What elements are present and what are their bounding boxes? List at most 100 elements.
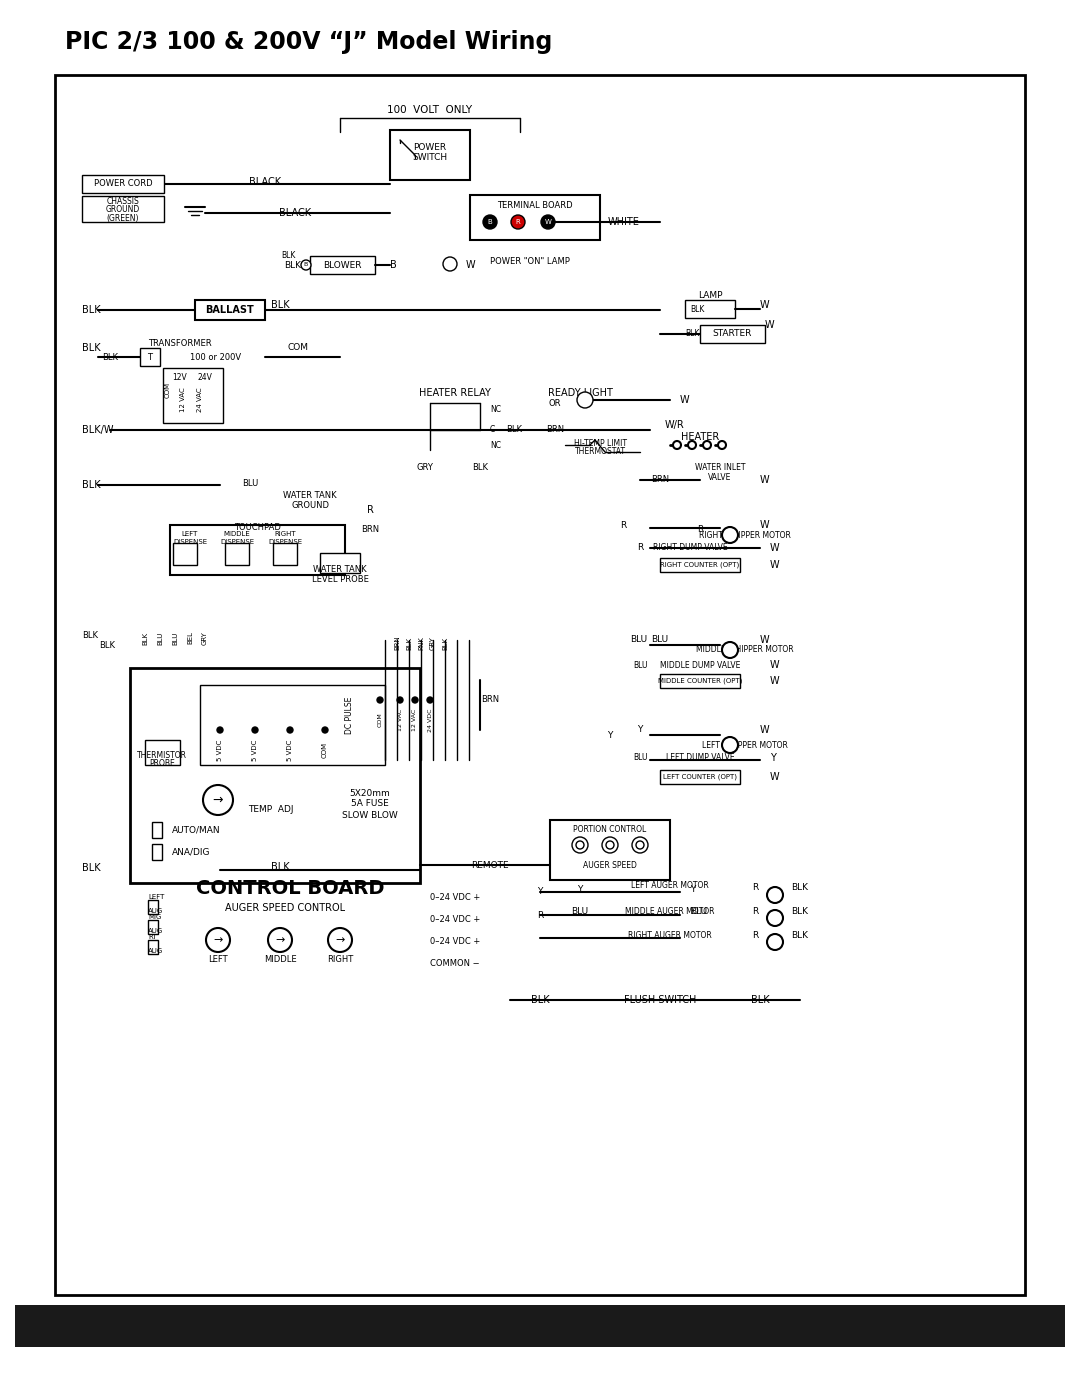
Text: Y: Y (690, 886, 696, 894)
Text: 5 VDC: 5 VDC (287, 739, 293, 761)
Text: LEFT
DISPENSE: LEFT DISPENSE (173, 531, 207, 545)
Text: MIDDLE AUGER MOTOR: MIDDLE AUGER MOTOR (625, 908, 715, 916)
Bar (470, 196, 600, 240)
Text: W: W (770, 543, 780, 553)
Text: BLK: BLK (271, 862, 289, 872)
Text: BLU: BLU (651, 636, 669, 644)
Text: Y: Y (770, 753, 775, 763)
Text: R: R (697, 525, 703, 535)
Text: AUGER SPEED CONTROL: AUGER SPEED CONTROL (225, 902, 346, 914)
Text: MIDDLE WHIPPER MOTOR: MIDDLE WHIPPER MOTOR (697, 645, 794, 655)
Text: MIDDLE
DISPENSE: MIDDLE DISPENSE (220, 531, 254, 545)
Text: AUTO/MAN: AUTO/MAN (172, 826, 220, 834)
Text: WATER TANK: WATER TANK (283, 490, 337, 500)
Text: BLK: BLK (472, 464, 488, 472)
Text: REMOTE: REMOTE (471, 861, 509, 869)
Circle shape (606, 841, 615, 849)
Text: WATER INLET: WATER INLET (694, 464, 745, 472)
Text: GRY: GRY (202, 631, 208, 645)
Bar (130, 668, 420, 883)
Circle shape (632, 837, 648, 854)
Text: POWER "ON" LAMP: POWER "ON" LAMP (490, 257, 570, 265)
Bar (82, 196, 164, 222)
Text: RIGHT WHIPPER MOTOR: RIGHT WHIPPER MOTOR (699, 531, 791, 539)
Text: BLK: BLK (442, 637, 448, 650)
Text: MIG: MIG (148, 914, 161, 921)
Bar (550, 820, 670, 880)
Text: Y: Y (538, 887, 542, 897)
Bar (320, 553, 360, 573)
Bar (660, 770, 740, 784)
Bar (140, 348, 160, 366)
Text: B: B (303, 263, 308, 267)
Circle shape (427, 697, 433, 703)
Text: THERMOSTAT: THERMOSTAT (575, 447, 625, 457)
Text: BLU: BLU (630, 636, 647, 644)
Text: LAMP: LAMP (698, 291, 723, 299)
Text: BLOWER: BLOWER (323, 260, 361, 270)
Bar (195, 300, 265, 320)
Text: Y: Y (637, 725, 643, 735)
Text: RIGHT COUNTER (OPT): RIGHT COUNTER (OPT) (660, 562, 740, 569)
Circle shape (397, 697, 403, 703)
Text: BRN: BRN (481, 696, 499, 704)
Text: LEFT COUNTER (OPT): LEFT COUNTER (OPT) (663, 774, 737, 781)
Text: GRY: GRY (417, 464, 433, 472)
Text: AUG: AUG (148, 949, 163, 954)
Text: PNK: PNK (418, 636, 424, 650)
Text: W/R: W/R (665, 420, 685, 430)
Bar (660, 557, 740, 571)
Text: R: R (537, 911, 543, 919)
Text: COM: COM (322, 742, 328, 759)
Text: BLU: BLU (633, 661, 647, 669)
Bar (148, 940, 158, 954)
Text: VALVE: VALVE (708, 472, 731, 482)
Text: Page 59: Page 59 (976, 1319, 1045, 1334)
Text: BLACK: BLACK (279, 208, 311, 218)
Text: 5 VDC: 5 VDC (252, 739, 258, 761)
Bar (148, 921, 158, 935)
Text: READY LIGHT: READY LIGHT (548, 388, 612, 398)
Text: BLK: BLK (82, 344, 100, 353)
Text: BLK: BLK (284, 260, 301, 270)
Circle shape (217, 726, 222, 733)
Text: COM: COM (287, 344, 309, 352)
Text: R: R (752, 930, 758, 940)
Text: LEFT AUGER MOTOR: LEFT AUGER MOTOR (631, 880, 708, 890)
Text: R: R (620, 521, 626, 529)
Text: BLU: BLU (571, 908, 589, 916)
Bar (310, 256, 375, 274)
Text: 0–24 VDC +: 0–24 VDC + (430, 937, 481, 947)
Text: MIDDLE: MIDDLE (264, 956, 296, 964)
Circle shape (411, 697, 418, 703)
Text: BRN: BRN (361, 525, 379, 535)
Text: R: R (515, 219, 521, 225)
Text: THERMISTOR: THERMISTOR (137, 750, 187, 760)
Text: 24V: 24V (198, 373, 213, 383)
Text: W: W (465, 260, 475, 270)
Text: CHASSIS: CHASSIS (107, 197, 139, 207)
Text: R: R (366, 504, 374, 515)
Text: BLU: BLU (242, 479, 258, 488)
Circle shape (511, 215, 525, 229)
Text: BLK: BLK (82, 630, 98, 640)
Text: W: W (770, 560, 780, 570)
Circle shape (673, 441, 681, 448)
Bar (700, 326, 765, 344)
Circle shape (203, 785, 233, 814)
Text: BEL: BEL (187, 631, 193, 644)
Text: W: W (544, 219, 552, 225)
Text: BLACK: BLACK (248, 177, 281, 187)
Circle shape (322, 726, 328, 733)
Text: 12 VAC: 12 VAC (180, 387, 186, 412)
Text: 12 VAC: 12 VAC (413, 708, 418, 731)
Text: 5 VDC: 5 VDC (217, 739, 222, 761)
Text: PORTION CONTROL: PORTION CONTROL (573, 826, 647, 834)
Text: R: R (637, 543, 643, 552)
Circle shape (577, 393, 593, 408)
Bar (170, 525, 345, 576)
Text: BLK: BLK (102, 352, 118, 362)
Circle shape (723, 643, 738, 658)
Text: B: B (488, 219, 492, 225)
Text: 100  VOLT  ONLY: 100 VOLT ONLY (388, 105, 473, 115)
